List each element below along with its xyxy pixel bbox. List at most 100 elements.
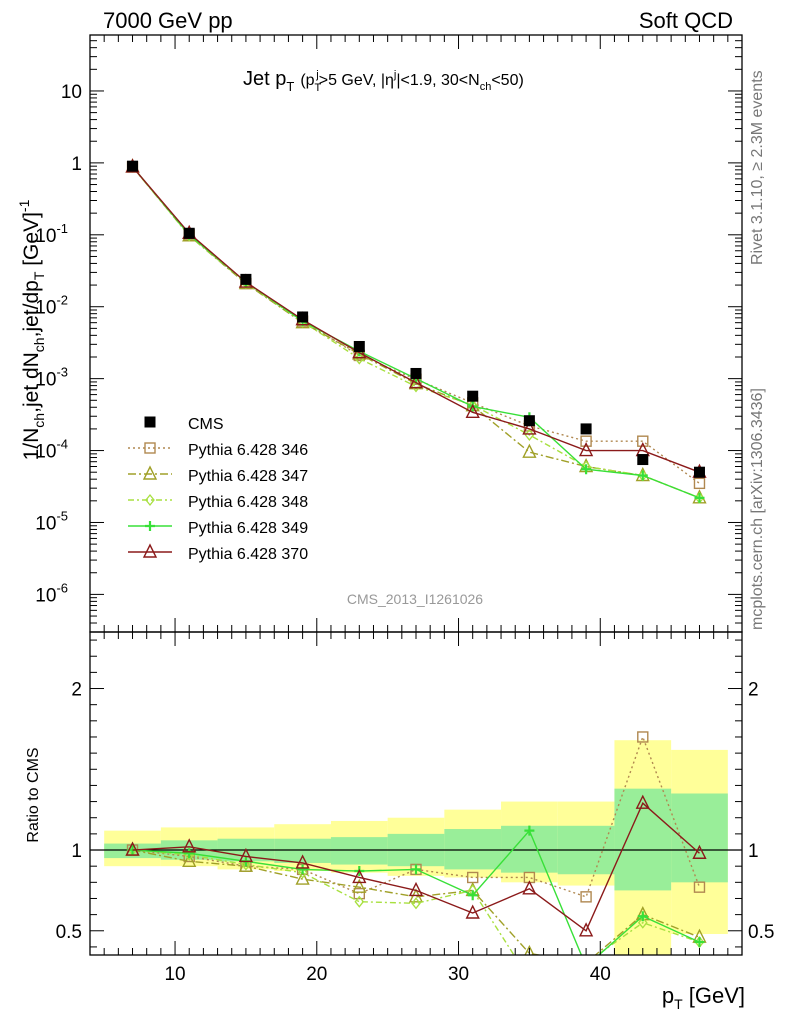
ratio-series-point bbox=[411, 897, 421, 910]
ratio-y-tick-label: 1 bbox=[71, 841, 82, 862]
plot-title-cuts-rest: >5 GeV, |η bbox=[319, 72, 394, 89]
x-tick-label: 20 bbox=[306, 964, 327, 985]
ratio-series-point bbox=[578, 922, 594, 937]
main-series-point bbox=[637, 470, 648, 481]
ratio-series-point bbox=[354, 895, 365, 908]
ratio-y-tick-label-right: 2 bbox=[748, 680, 759, 701]
legend-marker bbox=[145, 493, 155, 507]
plot-title-cuts-sub: T bbox=[315, 82, 322, 94]
main-plot-area bbox=[125, 158, 707, 504]
ratio-series-point bbox=[522, 880, 537, 895]
ratio-series-point bbox=[184, 848, 195, 859]
cms-data-point bbox=[467, 390, 479, 402]
ratio-series-point bbox=[353, 887, 366, 900]
ratio-axis-label: Ratio to CMS bbox=[25, 747, 42, 842]
cms-data-point bbox=[353, 340, 365, 352]
y-tick-label: 10-3 bbox=[35, 365, 68, 391]
main-series-point bbox=[694, 492, 705, 503]
ratio-series-point bbox=[352, 878, 367, 893]
legend-label-cms: CMS bbox=[188, 416, 224, 433]
ratio-series-point bbox=[295, 854, 310, 869]
y-tick-label: 1 bbox=[71, 154, 82, 175]
ratio-series-point bbox=[125, 841, 140, 856]
side-label-mcplots: mcplots.cern.ch [arXiv:1306.3436] bbox=[749, 388, 766, 630]
cms-data-point bbox=[410, 367, 422, 379]
x-tick-label: 10 bbox=[164, 964, 185, 985]
ratio-series-point bbox=[297, 866, 308, 879]
legend: CMS Pythia 6.428 346 Pythia 6.428 347 Pythi… bbox=[128, 416, 308, 563]
plot-title-cuts-sup2: j bbox=[393, 69, 396, 81]
plot-title-cuts-rest2: |<1.9, 30<N bbox=[396, 72, 479, 89]
y-axis-label-part1: 1/N bbox=[20, 428, 43, 461]
ratio-series-point bbox=[637, 911, 648, 922]
legend-marker bbox=[144, 442, 156, 454]
ratio-series-point bbox=[241, 858, 251, 871]
x-axis-label: pT [GeV] bbox=[662, 983, 745, 1012]
ratio-plot-area bbox=[125, 731, 707, 984]
y-axis-label: 1/Nch,jet dNch,jet/dpT [GeV]-1 bbox=[16, 199, 47, 460]
plot-title-sub: T bbox=[286, 79, 294, 94]
legend-marker bbox=[145, 521, 155, 531]
y-tick-label: 10 bbox=[61, 82, 82, 103]
ratio-series-point bbox=[408, 881, 424, 897]
ratio-series-point bbox=[295, 870, 310, 885]
ratio-y-tick-label-right: 1 bbox=[748, 841, 759, 862]
ratio-y-tick-label: 0.5 bbox=[56, 922, 82, 943]
legend-label: Pythia 6.428 347 bbox=[188, 468, 308, 485]
cms-data-point bbox=[637, 454, 649, 466]
y-tick-label: 10-6 bbox=[35, 580, 68, 606]
cms-data-point bbox=[240, 273, 252, 285]
header-right: Soft QCD bbox=[639, 8, 733, 33]
ratio-series-point bbox=[693, 881, 706, 893]
ratio-series-point bbox=[524, 944, 535, 955]
ratio-series-point bbox=[467, 890, 478, 901]
legend-label: Pythia 6.428 348 bbox=[188, 494, 308, 511]
y-tick-label: 10-2 bbox=[35, 293, 68, 319]
main-series-point bbox=[635, 441, 650, 457]
main-panel: 10 1 10-1 10-2 10-3 10-4 10-5 10-6 CMS Pythia 6.4… bbox=[35, 34, 743, 633]
cms-data-point bbox=[693, 466, 705, 478]
band-inner-rect bbox=[330, 837, 388, 865]
y-tick-label: 10-1 bbox=[35, 221, 68, 247]
ratio-series-point bbox=[637, 916, 648, 929]
main-series-line bbox=[131, 166, 700, 473]
header-left: 7000 GeV pp bbox=[103, 8, 233, 33]
legend-marker bbox=[142, 543, 158, 558]
main-series-point bbox=[578, 441, 594, 457]
main-series-point bbox=[522, 420, 537, 435]
main-series-line bbox=[131, 166, 700, 499]
y-tick-label: 10-4 bbox=[35, 437, 68, 463]
analysis-id: CMS_2013_I1261026 bbox=[347, 591, 483, 607]
legend-marker bbox=[142, 465, 158, 480]
ratio-series-point bbox=[352, 868, 367, 884]
plot-title-cuts-sup: j bbox=[315, 69, 318, 81]
main-frame bbox=[89, 34, 743, 633]
ratio-series-line bbox=[132, 734, 701, 898]
ratio-panel: 10 20 30 40 0.5 0.5 1 1 2 2 bbox=[56, 631, 774, 985]
ratio-series-point bbox=[694, 937, 705, 948]
cms-data-point bbox=[183, 227, 195, 239]
ratio-series-point bbox=[524, 825, 535, 836]
ratio-series-point bbox=[238, 847, 254, 863]
band-inner-rect bbox=[274, 838, 331, 863]
side-label-rivet: Rivet 3.1.10, ≥ 2.3M events bbox=[749, 70, 766, 265]
ratio-series-point bbox=[637, 731, 649, 743]
main-series-point bbox=[465, 403, 480, 419]
legend-label: Pythia 6.428 370 bbox=[188, 546, 308, 563]
main-series-point bbox=[581, 464, 592, 475]
ratio-series-point bbox=[635, 794, 650, 809]
cms-data-point bbox=[297, 311, 309, 323]
svg-text:1/Nch,jet dNch,jet/dpT [GeV]-1: 1/Nch,jet dNch,jet/dpT [GeV]-1 bbox=[16, 199, 47, 460]
ratio-series-line bbox=[132, 802, 700, 932]
ratio-y-tick-label-right: 0.5 bbox=[748, 922, 774, 943]
plot-title: Jet pT (pTj>5 GeV, |ηj|<1.9, 30<Nch<50) bbox=[243, 68, 524, 94]
main-series-point bbox=[580, 435, 592, 447]
y-tick-label: 10-5 bbox=[35, 508, 68, 534]
x-tick-label: 30 bbox=[448, 964, 469, 985]
plot-title-cuts-sub2: ch bbox=[480, 81, 492, 93]
ratio-series-point bbox=[411, 864, 421, 875]
ratio-series-point bbox=[525, 974, 533, 984]
main-series-point bbox=[693, 477, 706, 490]
ratio-series-point bbox=[297, 864, 308, 875]
